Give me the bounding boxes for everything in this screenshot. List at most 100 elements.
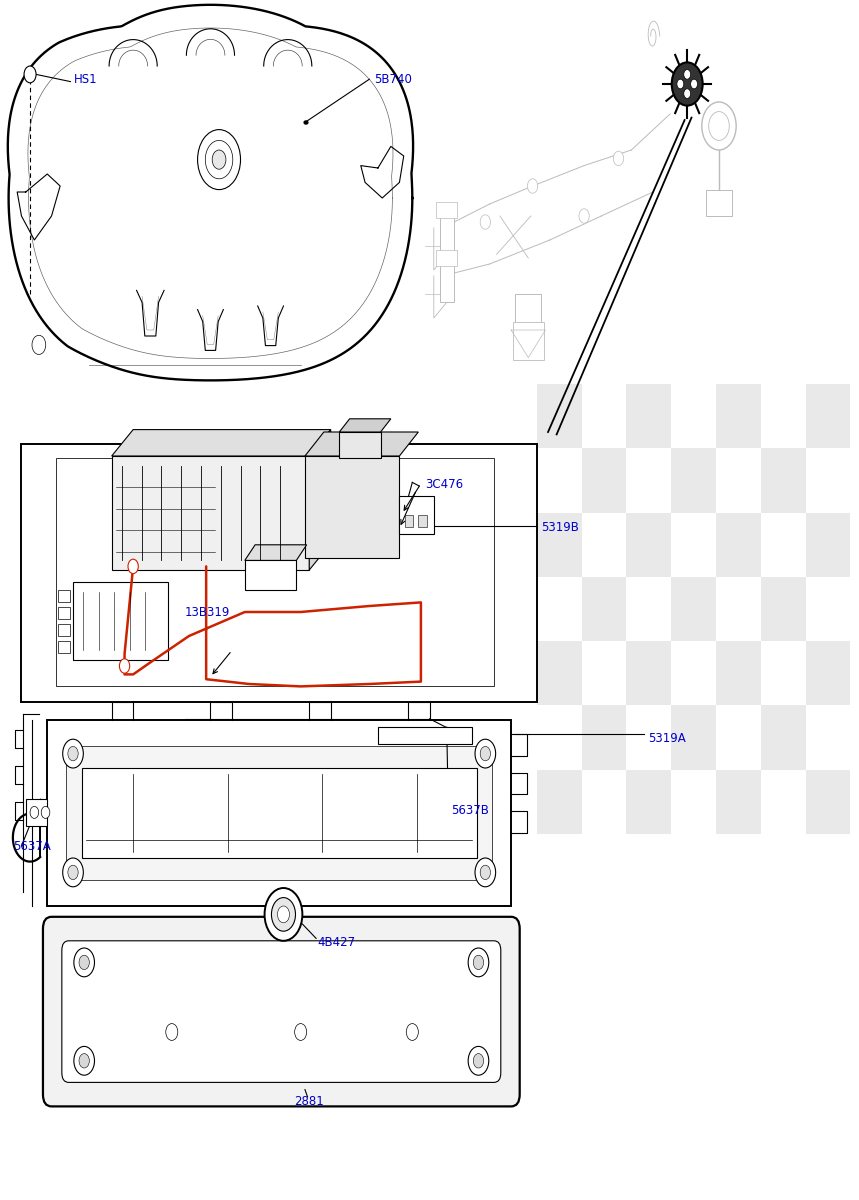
Circle shape bbox=[63, 858, 83, 887]
Bar bbox=[806, 512, 850, 577]
Bar bbox=[537, 769, 582, 834]
Text: 13B319: 13B319 bbox=[185, 606, 230, 618]
Circle shape bbox=[198, 130, 241, 190]
Circle shape bbox=[265, 888, 302, 941]
Bar bbox=[515, 294, 541, 324]
Circle shape bbox=[79, 1054, 89, 1068]
Bar bbox=[440, 254, 454, 302]
Bar bbox=[56, 458, 494, 686]
Circle shape bbox=[475, 739, 496, 768]
Bar bbox=[66, 746, 492, 880]
Text: 5B740: 5B740 bbox=[374, 73, 411, 85]
Circle shape bbox=[74, 1046, 94, 1075]
Bar bbox=[58, 590, 70, 602]
Bar bbox=[671, 706, 716, 769]
Bar bbox=[405, 515, 413, 527]
Circle shape bbox=[295, 1024, 307, 1040]
Circle shape bbox=[684, 89, 691, 98]
Circle shape bbox=[709, 112, 729, 140]
Circle shape bbox=[63, 739, 83, 768]
Circle shape bbox=[74, 948, 94, 977]
Circle shape bbox=[613, 151, 624, 166]
Bar bbox=[761, 577, 806, 641]
Bar bbox=[626, 641, 671, 706]
Circle shape bbox=[691, 79, 698, 89]
Bar bbox=[399, 496, 434, 534]
Text: 3C476: 3C476 bbox=[425, 479, 463, 491]
Polygon shape bbox=[309, 430, 331, 570]
Circle shape bbox=[579, 209, 589, 223]
Bar bbox=[537, 512, 582, 577]
FancyBboxPatch shape bbox=[43, 917, 520, 1106]
Text: 5637A: 5637A bbox=[13, 840, 51, 852]
Bar bbox=[806, 641, 850, 706]
Circle shape bbox=[480, 746, 490, 761]
Text: scuderia: scuderia bbox=[52, 584, 332, 641]
Bar bbox=[26, 799, 47, 826]
Polygon shape bbox=[305, 432, 418, 456]
Circle shape bbox=[205, 140, 233, 179]
Bar bbox=[58, 607, 70, 619]
Bar bbox=[806, 384, 850, 449]
Circle shape bbox=[32, 335, 46, 354]
Bar bbox=[716, 641, 761, 706]
Circle shape bbox=[480, 865, 490, 880]
Circle shape bbox=[68, 865, 78, 880]
Bar bbox=[582, 449, 626, 512]
Polygon shape bbox=[8, 5, 413, 380]
Circle shape bbox=[277, 906, 289, 923]
Circle shape bbox=[677, 79, 684, 89]
Circle shape bbox=[41, 806, 50, 818]
Text: 5319B: 5319B bbox=[541, 522, 579, 534]
Circle shape bbox=[212, 150, 226, 169]
Circle shape bbox=[128, 559, 138, 574]
Bar bbox=[582, 706, 626, 769]
Bar bbox=[582, 577, 626, 641]
Bar bbox=[73, 582, 168, 660]
Circle shape bbox=[473, 955, 484, 970]
Bar bbox=[440, 206, 454, 254]
Circle shape bbox=[475, 858, 496, 887]
Bar bbox=[378, 727, 472, 744]
Polygon shape bbox=[339, 419, 391, 432]
Circle shape bbox=[702, 102, 736, 150]
Bar bbox=[513, 322, 544, 360]
Bar bbox=[21, 444, 537, 702]
Bar bbox=[761, 706, 806, 769]
Circle shape bbox=[527, 179, 538, 193]
Bar bbox=[245, 560, 296, 590]
Bar bbox=[716, 384, 761, 449]
Bar bbox=[436, 250, 457, 266]
Bar bbox=[339, 432, 381, 458]
Bar bbox=[761, 449, 806, 512]
Text: car parts: car parts bbox=[86, 640, 222, 668]
Bar bbox=[626, 384, 671, 449]
Bar bbox=[82, 768, 477, 858]
Circle shape bbox=[79, 955, 89, 970]
Bar bbox=[626, 512, 671, 577]
Polygon shape bbox=[112, 430, 331, 456]
Text: 2881: 2881 bbox=[295, 1096, 324, 1108]
Bar bbox=[112, 456, 309, 570]
Circle shape bbox=[684, 70, 691, 79]
Circle shape bbox=[166, 1024, 178, 1040]
Bar bbox=[436, 202, 457, 218]
Bar bbox=[418, 515, 427, 527]
Bar bbox=[47, 720, 511, 906]
Bar bbox=[716, 512, 761, 577]
Bar bbox=[305, 456, 399, 558]
Circle shape bbox=[406, 1024, 418, 1040]
Bar bbox=[626, 769, 671, 834]
Text: 5319A: 5319A bbox=[649, 732, 686, 744]
Bar bbox=[58, 624, 70, 636]
Circle shape bbox=[271, 898, 295, 931]
Circle shape bbox=[468, 948, 489, 977]
Bar bbox=[806, 769, 850, 834]
Circle shape bbox=[68, 746, 78, 761]
Circle shape bbox=[24, 66, 36, 83]
Circle shape bbox=[30, 806, 39, 818]
Text: 5637B: 5637B bbox=[451, 804, 489, 816]
Circle shape bbox=[473, 1054, 484, 1068]
Text: 4B427: 4B427 bbox=[318, 936, 356, 948]
Bar bbox=[58, 641, 70, 653]
